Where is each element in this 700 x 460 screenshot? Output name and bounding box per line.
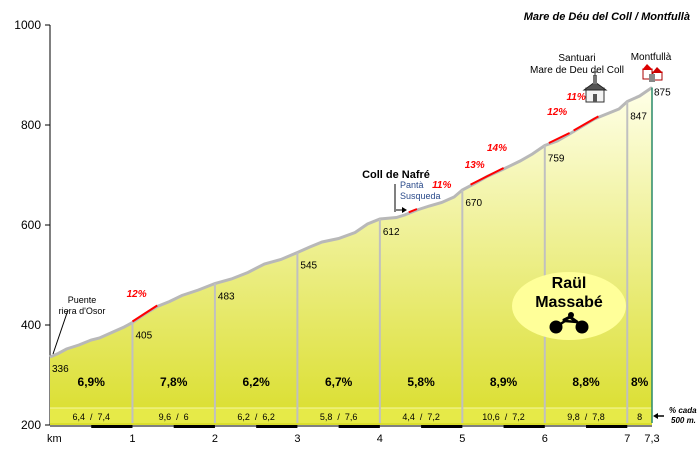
y-tick-label-600: 600 <box>21 218 41 232</box>
annotation-panta-1: Susqueda <box>400 191 441 201</box>
steep-label-3: 14% <box>487 143 507 154</box>
route-title: Mare de Déu del Coll / Montfullà <box>524 11 690 23</box>
altitude-label-670: 670 <box>465 198 482 209</box>
steep-label-5: 11% <box>566 92 585 103</box>
legend-line-1: % cada <box>669 406 697 415</box>
x-axis-segment-3 <box>338 424 380 428</box>
half-km-gradient-2: 6,2 / 6,2 <box>237 412 275 422</box>
segment-gradient-2: 6,2% <box>242 375 270 389</box>
x-tick-label-0: 1 <box>129 433 135 445</box>
half-km-gradient-7: 8 <box>637 412 642 422</box>
y-tick-label-400: 400 <box>21 318 41 332</box>
segment-gradient-4: 5,8% <box>407 375 435 389</box>
village-icon <box>642 64 663 82</box>
half-km-gradient-5: 10,6 / 7,2 <box>482 412 525 422</box>
credit-badge: Raül Massabé <box>512 272 626 340</box>
altitude-label-847: 847 <box>630 112 647 123</box>
steep-section-3 <box>548 132 570 144</box>
x-tick-label-2: 3 <box>294 433 300 445</box>
altitude-label-759: 759 <box>548 154 565 165</box>
x-axis-label: km <box>47 433 62 445</box>
y-tick-label-200: 200 <box>21 418 41 432</box>
segment-gradient-1: 7,8% <box>160 375 188 389</box>
gradient-band <box>50 408 652 423</box>
segment-gradient-6: 8,8% <box>572 375 600 389</box>
altitude-label-545: 545 <box>300 261 317 272</box>
altitude-label-612: 612 <box>383 227 400 238</box>
half-km-gradient-4: 4,4 / 7,2 <box>402 412 440 422</box>
half-km-gradient-1: 9,6 / 6 <box>159 412 189 422</box>
annotation-pointer-puente <box>52 309 69 355</box>
x-tick-label-5: 6 <box>542 433 548 445</box>
annotation-montfulla: Montfullà <box>631 52 672 63</box>
credit-last-name: Massabé <box>535 294 603 311</box>
x-tick-label-7: 7,3 <box>644 433 659 445</box>
x-tick-label-1: 2 <box>212 433 218 445</box>
church-icon <box>582 70 608 103</box>
segment-gradient-0: 6,9% <box>78 375 106 389</box>
altitude-label-336: 336 <box>52 364 69 375</box>
x-axis-segment-4 <box>421 424 463 428</box>
profile-area <box>50 87 652 425</box>
annotation-puente-1: riera d'Osor <box>59 306 106 316</box>
annotation-coll: Coll de Nafré <box>362 169 430 181</box>
annotation-panta-arrowhead <box>402 207 407 213</box>
y-tick-label-1000: 1000 <box>14 18 41 32</box>
x-axis-segment-5 <box>503 424 545 428</box>
legend-line-2: 500 m. <box>671 416 696 425</box>
steep-section-1 <box>408 208 418 214</box>
x-axis-segment-1 <box>173 424 215 428</box>
steep-label-1: 11% <box>432 180 451 191</box>
credit-first-name: Raül <box>551 275 587 292</box>
steep-label-4: 12% <box>547 107 567 118</box>
steep-label-2: 13% <box>465 160 485 171</box>
annotation-puente-0: Puente <box>68 295 97 305</box>
x-tick-label-6: 7 <box>624 433 630 445</box>
steep-label-0: 12% <box>127 289 147 300</box>
segment-gradient-3: 6,7% <box>325 375 353 389</box>
half-km-gradient-6: 9,8 / 7,8 <box>567 412 605 422</box>
annotation-panta-0: Pantà <box>400 180 424 190</box>
y-tick-label-800: 800 <box>21 118 41 132</box>
x-axis-segment-6 <box>586 424 628 428</box>
annotation-santuari-1: Mare de Deu del Coll <box>530 65 624 76</box>
legend-arrow-icon <box>653 413 664 419</box>
steep-section-2 <box>470 167 505 186</box>
annotation-santuari-0: Santuari <box>558 53 595 64</box>
altitude-label-483: 483 <box>218 292 235 303</box>
x-axis-segment-0 <box>91 424 133 428</box>
cyclist-icon <box>549 312 589 334</box>
half-km-gradient-0: 6,4 / 7,4 <box>72 412 110 422</box>
segment-gradient-5: 8,9% <box>490 375 518 389</box>
steep-section-0 <box>131 304 158 323</box>
x-tick-label-4: 5 <box>459 433 465 445</box>
segment-gradient-7: 8% <box>631 375 649 389</box>
altitude-label-405: 405 <box>135 331 152 342</box>
profile-line <box>49 86 653 359</box>
altitude-label-875: 875 <box>654 88 671 99</box>
x-axis-segment-2 <box>256 424 298 428</box>
steep-section-4 <box>573 115 599 132</box>
x-tick-label-3: 4 <box>377 433 383 445</box>
half-km-gradient-3: 5,8 / 7,6 <box>320 412 358 422</box>
